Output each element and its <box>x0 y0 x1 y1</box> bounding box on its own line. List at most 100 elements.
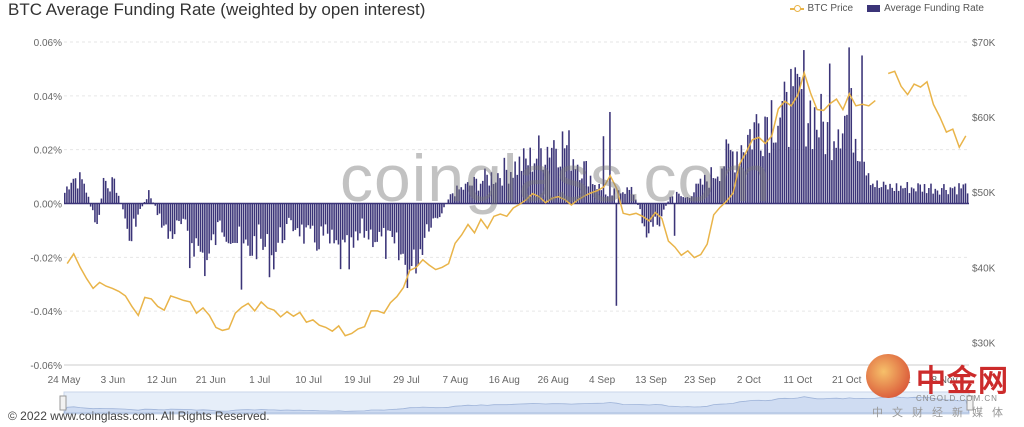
funding-rate-bar <box>596 189 598 204</box>
funding-rate-bar <box>852 152 855 204</box>
funding-rate-bar <box>938 194 941 204</box>
funding-rate-bar <box>460 187 463 204</box>
y-axis-left: -0.06% -0.04% -0.02% 0.00% 0.02% 0.04% 0.06% <box>30 38 62 372</box>
funding-rate-bar <box>229 203 232 244</box>
funding-rate-bar <box>589 175 592 204</box>
funding-rate-bar <box>895 183 898 204</box>
funding-rate-bar <box>643 203 646 227</box>
funding-rate-bar <box>559 166 562 204</box>
funding-rate-bar <box>923 184 926 204</box>
funding-rate-bar <box>740 145 743 204</box>
funding-rate-bar <box>738 164 740 204</box>
funding-rate-bar <box>574 169 577 204</box>
funding-rate-bar <box>516 174 519 204</box>
funding-rate-bar <box>309 203 312 229</box>
funding-rate-bar <box>585 160 588 204</box>
x-tick-label: 7 Aug <box>443 375 469 386</box>
funding-rate-bar <box>716 176 719 204</box>
funding-rate-bar <box>953 186 956 204</box>
funding-rate-bar <box>83 183 85 204</box>
funding-rate-bar <box>464 183 467 204</box>
funding-rate-bar <box>635 199 637 204</box>
funding-rate-bar <box>841 133 844 204</box>
funding-rate-bar <box>578 180 581 204</box>
funding-rate-bar <box>800 89 803 204</box>
funding-rate-bar <box>74 178 77 204</box>
funding-rate-bar <box>148 190 150 204</box>
x-tick-label: 26 Aug <box>538 375 569 386</box>
legend-item-funding-rate[interactable]: Average Funding Rate <box>867 3 984 14</box>
copyright-footer: © 2022 www.coinglass.com. All Rights Res… <box>8 409 270 423</box>
funding-rate-bar <box>188 203 191 269</box>
funding-rate-bar <box>576 164 579 204</box>
funding-rate-bar <box>701 184 704 204</box>
cngold-logo: 中金网 CNGOLD.COM.CN 中文财经新媒体 <box>866 354 1016 420</box>
funding-rate-bar <box>186 203 189 231</box>
funding-rate-bar <box>553 140 555 204</box>
funding-rate-bar <box>204 203 206 277</box>
funding-rate-bar <box>240 203 243 290</box>
funding-rate-bar <box>820 93 822 204</box>
x-tick-label: 24 May <box>48 375 81 386</box>
funding-rate-bar <box>458 189 460 204</box>
funding-rate-bar <box>281 203 284 244</box>
funding-rate-bar <box>163 203 165 226</box>
funding-rate-bar <box>865 175 868 204</box>
funding-rate-bar <box>350 203 353 238</box>
funding-rate-bar <box>223 203 226 237</box>
funding-rate-bar <box>512 177 514 204</box>
funding-rate-bar <box>298 203 301 237</box>
funding-rate-bar <box>456 185 458 204</box>
funding-rate-bar <box>339 203 342 270</box>
funding-rate-bar <box>572 159 575 204</box>
x-tick-label: 19 Jul <box>344 375 371 386</box>
funding-rate-bar <box>691 196 693 204</box>
funding-rate-bar <box>568 130 570 204</box>
funding-rate-bar <box>759 150 762 204</box>
legend-label-funding-rate: Average Funding Rate <box>884 3 984 14</box>
funding-rate-bar <box>253 203 256 237</box>
funding-rate-bar <box>742 152 745 204</box>
funding-rate-bar <box>805 146 807 204</box>
x-axis: 24 May 3 Jun 12 Jun 21 Jun 1 Jul 10 Jul 19 Jul… <box>48 364 969 386</box>
funding-rate-bar <box>835 147 837 204</box>
funding-rate-bar <box>227 203 230 244</box>
funding-rate-bar <box>380 203 383 237</box>
funding-rate-bar <box>245 203 247 240</box>
funding-rate-bar <box>550 147 553 204</box>
y-right-tick-label: $30K <box>972 338 996 349</box>
funding-rate-bar <box>934 188 937 204</box>
funding-rate-bar <box>109 191 111 204</box>
funding-rate-bar <box>238 203 241 227</box>
funding-rate-bar <box>811 149 814 204</box>
funding-rate-bar <box>807 123 809 204</box>
funding-rate-bar <box>766 117 769 204</box>
funding-rate-bar <box>882 181 885 204</box>
funding-rate-bar <box>563 148 566 204</box>
funding-rate-bar <box>645 203 648 238</box>
funding-rate-bar <box>951 188 954 204</box>
funding-rate-bar <box>150 198 152 204</box>
funding-rate-bar <box>406 203 409 289</box>
funding-rate-bar <box>479 183 482 204</box>
funding-rate-bar <box>607 196 609 204</box>
range-navigator[interactable] <box>59 391 974 415</box>
funding-rate-bar <box>249 203 251 256</box>
x-tick-label: 8 Nov <box>931 375 957 386</box>
funding-rate-bar <box>900 185 902 204</box>
funding-rate-bar <box>641 203 644 224</box>
funding-rate-bar <box>365 203 368 231</box>
funding-rate-bar <box>266 203 269 235</box>
funding-rate-bar <box>111 177 113 204</box>
legend-item-btc-price[interactable]: BTC Price <box>789 3 853 14</box>
funding-rate-bar <box>527 165 529 204</box>
funding-rate-bar <box>824 154 827 204</box>
funding-rate-bar <box>915 191 917 204</box>
funding-rate-bar <box>697 183 700 204</box>
funding-rate-bar <box>135 203 137 227</box>
funding-rate-bar <box>313 203 316 243</box>
funding-rate-bar <box>449 194 452 204</box>
funding-rate-bar <box>331 203 333 230</box>
y-right-tick-label: $40K <box>972 263 996 274</box>
